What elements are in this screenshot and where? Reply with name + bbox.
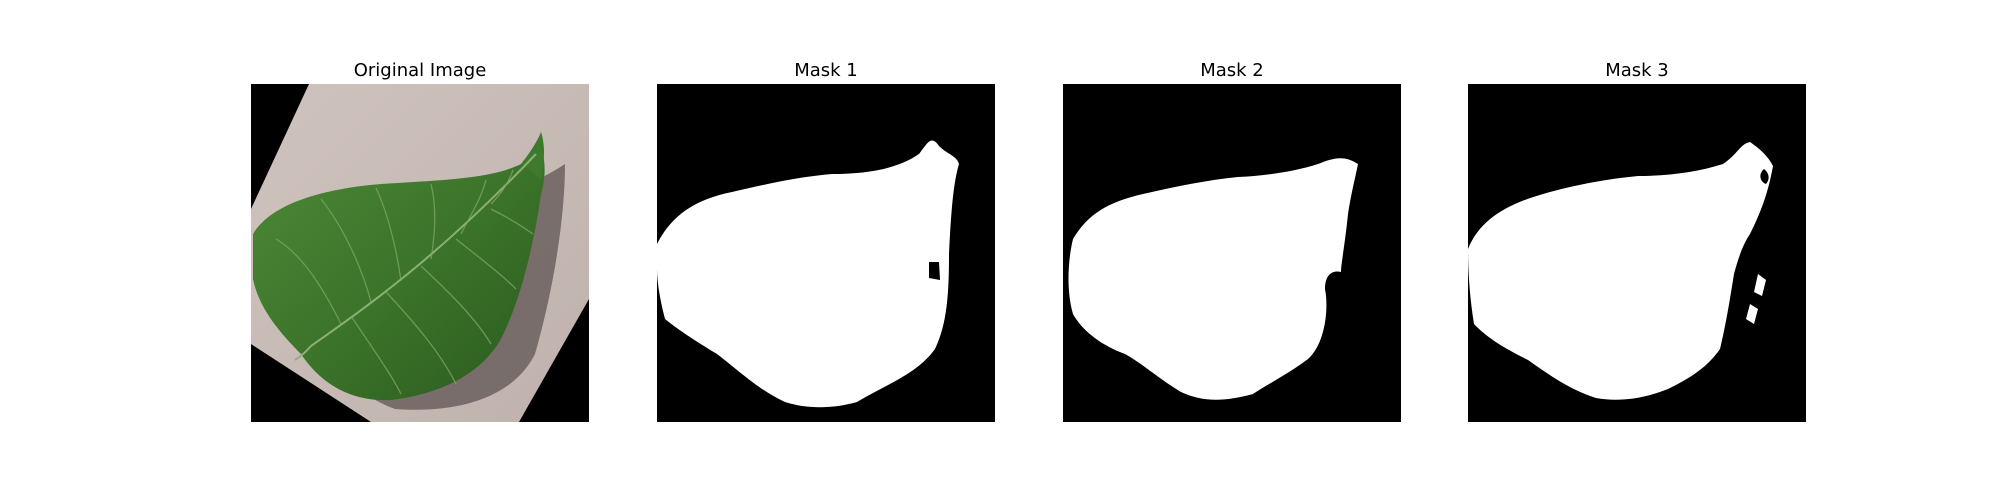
panel-mask-2: Mask 2 xyxy=(1063,59,1401,439)
mask-3-image xyxy=(1468,84,1806,422)
panel-title: Mask 2 xyxy=(1200,60,1264,81)
mask-1-image xyxy=(657,84,995,422)
panel-mask-3: Mask 3 xyxy=(1468,59,1806,439)
mask-2-image xyxy=(1063,84,1401,422)
panel-title: Original Image xyxy=(353,60,487,81)
panel-title: Mask 3 xyxy=(1605,60,1669,81)
original-leaf-image xyxy=(251,84,589,422)
panel-title: Mask 1 xyxy=(794,60,858,81)
panel-mask-1: Mask 1 xyxy=(657,59,995,439)
panel-original-image: Original Image xyxy=(251,59,589,439)
